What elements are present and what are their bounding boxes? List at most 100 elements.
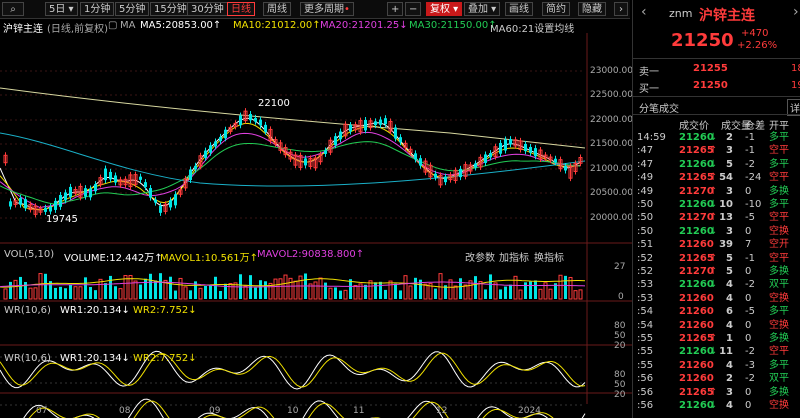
more-period-button[interactable]: 更多周期• bbox=[300, 2, 354, 16]
header-position-diff: 仓差 bbox=[745, 121, 765, 132]
candle-body bbox=[368, 120, 373, 129]
period-15m-button[interactable]: 15分钟 bbox=[150, 2, 191, 16]
kline-chart[interactable] bbox=[0, 33, 632, 418]
candle-body bbox=[358, 120, 363, 133]
candle-body bbox=[183, 178, 188, 189]
period-5d-button[interactable]: 5日 ▾ bbox=[45, 2, 78, 16]
back-arrow-icon[interactable]: ‹ bbox=[641, 4, 647, 20]
adjust-button[interactable]: 复权 ▾ bbox=[426, 2, 463, 16]
tick-type: 多平 bbox=[769, 359, 789, 371]
volume-bar bbox=[334, 287, 337, 299]
forward-arrow-icon[interactable]: › bbox=[793, 4, 799, 20]
candle-body bbox=[538, 149, 543, 160]
period-day-button[interactable]: 日线 bbox=[227, 2, 255, 16]
volume-bar bbox=[568, 276, 573, 300]
volume-bar bbox=[24, 282, 27, 299]
low-annotation: 19745 bbox=[46, 214, 78, 225]
zoom-in-button[interactable]: + bbox=[387, 2, 403, 16]
header-volume: 成交量 bbox=[721, 121, 751, 132]
candle-body bbox=[273, 139, 278, 145]
volume-bar bbox=[328, 287, 333, 300]
tick-list[interactable]: 14:59 21260 ↓ 2 -1 多平:47 21265 ↑ 3 -1 空平:47 21260 ↓ 5… bbox=[633, 131, 800, 418]
candle-body bbox=[149, 188, 152, 198]
volume-bar bbox=[558, 274, 563, 300]
tick-volume: 13 bbox=[719, 212, 733, 224]
candle-body bbox=[414, 153, 417, 160]
candle-body bbox=[189, 169, 192, 180]
candle-body bbox=[554, 158, 557, 163]
candle-body bbox=[33, 205, 38, 215]
volume-bar bbox=[474, 276, 477, 299]
tick-price: 21270 bbox=[679, 185, 714, 197]
candle-body bbox=[428, 164, 433, 178]
period-5m-button[interactable]: 5分钟 bbox=[115, 2, 150, 16]
candle-body bbox=[98, 177, 103, 185]
brief-button[interactable]: 简约 bbox=[542, 2, 570, 16]
tick-row: :56 21260 ↓ 4 0 空换 bbox=[633, 399, 800, 412]
tick-row: :54 21260 4 0 空换 bbox=[633, 319, 800, 332]
tick-row: :50 21260 ↓ 3 0 空换 bbox=[633, 225, 800, 238]
tick-type: 空平 bbox=[769, 145, 789, 157]
volume-bar bbox=[189, 290, 192, 299]
candle-body bbox=[144, 182, 147, 188]
mavol2-line bbox=[0, 281, 586, 288]
candle-body bbox=[209, 145, 212, 153]
hide-button[interactable]: 隐藏 bbox=[578, 2, 606, 16]
ma60-value[interactable]: MA60:21设置均线 bbox=[490, 24, 575, 35]
tick-row: :55 21260 ↓ 11 -2 空平 bbox=[633, 345, 800, 358]
vol-switch-button[interactable]: 换指标 bbox=[534, 253, 564, 264]
vol-axis-top: 27 bbox=[614, 262, 626, 272]
candle-body bbox=[318, 154, 323, 163]
volume-bar bbox=[478, 281, 483, 300]
period-30m-button[interactable]: 30分钟 bbox=[187, 2, 228, 16]
tick-volume: 54 bbox=[719, 172, 733, 184]
tick-diff: -2 bbox=[745, 373, 755, 385]
divider bbox=[633, 114, 800, 115]
tick-dir-icon: ↓ bbox=[709, 279, 718, 291]
volume-bar bbox=[374, 282, 377, 299]
tick-type: 空平 bbox=[769, 172, 789, 184]
volume-bar bbox=[548, 288, 553, 300]
draw-line-button[interactable]: 画线 bbox=[505, 2, 533, 16]
volume-bar bbox=[278, 278, 283, 300]
volume-bar bbox=[19, 276, 22, 299]
search-icon[interactable]: ⌕ bbox=[2, 2, 24, 16]
zoom-out-button[interactable]: − bbox=[405, 2, 421, 16]
ma-toggle-icon[interactable]: ▢ bbox=[108, 20, 118, 31]
tick-row: :56 21260 2 -2 双平 bbox=[633, 372, 800, 385]
volume-bar bbox=[114, 286, 117, 299]
tick-row: :50 21270 ↑ 13 -5 空平 bbox=[633, 211, 800, 224]
vol-params-button[interactable]: 改参数 bbox=[465, 253, 495, 264]
vol-add-button[interactable]: 加指标 bbox=[499, 253, 529, 264]
volume-bar bbox=[438, 273, 443, 300]
tick-diff: -3 bbox=[745, 359, 755, 371]
sell-volume: 18 bbox=[791, 63, 800, 74]
detail-button[interactable]: 详 bbox=[787, 99, 800, 116]
candle-body bbox=[254, 117, 257, 122]
tick-price: 21270 bbox=[679, 266, 714, 277]
tick-dir-icon: ↓ bbox=[709, 132, 718, 143]
volume-bar bbox=[219, 290, 222, 299]
tick-price: 21260 bbox=[679, 373, 714, 385]
period-1m-button[interactable]: 1分钟 bbox=[80, 2, 115, 16]
volume-bar bbox=[159, 273, 162, 299]
candle-body bbox=[38, 208, 43, 213]
candle-body bbox=[463, 164, 468, 177]
tick-volume: 4 bbox=[726, 319, 733, 331]
tick-volume: 4 bbox=[726, 400, 733, 411]
volume-bar bbox=[419, 279, 422, 299]
sell-price: 21255 bbox=[693, 63, 728, 74]
volume-bar bbox=[78, 286, 83, 300]
period-week-button[interactable]: 周线 bbox=[263, 2, 291, 16]
tick-volume: 5 bbox=[726, 252, 733, 264]
volume-bar bbox=[178, 277, 183, 300]
overlay-button[interactable]: 叠加 ▾ bbox=[464, 2, 501, 16]
candle-body bbox=[353, 124, 358, 131]
candle-body bbox=[474, 163, 477, 168]
tick-type: 空平 bbox=[769, 252, 789, 264]
volume-bar bbox=[109, 275, 112, 299]
tick-volume: 5 bbox=[726, 266, 733, 277]
volume-bar bbox=[554, 283, 557, 299]
collapse-arrow-icon[interactable]: › bbox=[614, 2, 628, 16]
candle-body bbox=[94, 184, 97, 192]
